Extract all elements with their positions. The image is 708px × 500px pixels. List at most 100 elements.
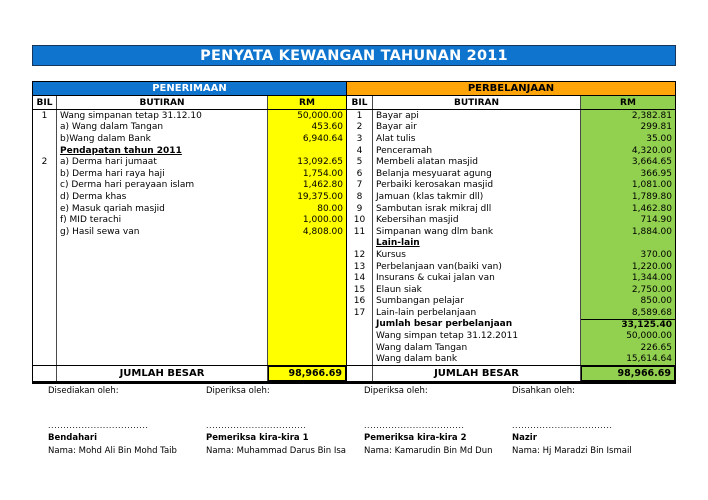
signature-name: Nama: Kamarudin Bin Md Dun bbox=[364, 446, 493, 456]
bil-cell bbox=[347, 318, 373, 331]
signature-label: Diperiksa oleh: bbox=[364, 386, 428, 396]
table-row: 17 Lain-lain perbelanjaan 8,589.68 bbox=[347, 307, 675, 319]
rm-cell bbox=[268, 237, 346, 250]
butiran-cell: d) Derma khas bbox=[57, 191, 268, 203]
table-row: b)Wang dalam Bank 6,940.64 bbox=[33, 133, 346, 145]
rm-cell: 1,884.00 bbox=[581, 225, 675, 238]
table-row: Jumlah besar perbelanjaan 33,125.40 bbox=[347, 318, 675, 331]
table-row: 7 Perbaiki kerosakan masjid 1,081.00 bbox=[347, 179, 675, 192]
butiran-cell: Lain-lain bbox=[373, 237, 581, 250]
perbelanjaan-table-body: 1 Bayar api 2,382.81 2 Bayar air 299.81 3 Alat … bbox=[347, 110, 675, 366]
column-header-bil: BIL bbox=[347, 96, 373, 109]
table-row bbox=[33, 272, 346, 284]
butiran-cell: c) Derma hari perayaan islam bbox=[57, 179, 268, 192]
signature-block: Disediakan oleh:........................… bbox=[48, 386, 200, 457]
table-row bbox=[33, 318, 346, 331]
rm-cell: 1,220.00 bbox=[581, 260, 675, 273]
signature-line: ...................................... bbox=[512, 421, 612, 430]
rm-cell: 3,664.65 bbox=[581, 156, 675, 168]
bil-cell: 7 bbox=[347, 179, 373, 192]
table-row bbox=[33, 341, 346, 354]
bil-cell bbox=[33, 133, 57, 145]
table-row: c) Derma hari perayaan islam 1,462.80 bbox=[33, 179, 346, 192]
bil-cell bbox=[33, 260, 57, 273]
rm-cell bbox=[268, 144, 346, 157]
rm-cell: 366.95 bbox=[581, 167, 675, 180]
signature-label: Diperiksa oleh: bbox=[206, 386, 270, 396]
table-row bbox=[33, 295, 346, 308]
butiran-cell bbox=[57, 318, 268, 331]
column-header-bil: BIL bbox=[33, 96, 57, 109]
rm-cell bbox=[268, 260, 346, 273]
grand-total-label: JUMLAH BESAR bbox=[373, 366, 581, 381]
perbelanjaan-section: PERBELANJAAN BIL BUTIRAN RM 1 Bayar api 2,… bbox=[347, 82, 675, 381]
table-row bbox=[33, 283, 346, 296]
penerimaan-section: PENERIMAAN BIL BUTIRAN RM 1 Wang simpanan… bbox=[33, 82, 347, 381]
bil-cell: 4 bbox=[347, 144, 373, 157]
bil-cell: 2 bbox=[347, 121, 373, 134]
table-row: Lain-lain bbox=[347, 237, 675, 250]
signature-label: Disediakan oleh: bbox=[48, 386, 119, 396]
bil-cell bbox=[33, 366, 57, 381]
table-row: 14 Insurans & cukai jalan van 1,344.00 bbox=[347, 272, 675, 284]
butiran-cell: g) Hasil sewa van bbox=[57, 225, 268, 238]
bil-cell: 1 bbox=[347, 110, 373, 122]
signature-name: Nama: Mohd Ali Bin Mohd Taib bbox=[48, 446, 177, 456]
butiran-cell: Elaun siak bbox=[373, 283, 581, 296]
bil-cell bbox=[347, 341, 373, 354]
rm-cell: 19,375.00 bbox=[268, 191, 346, 203]
rm-cell: 8,589.68 bbox=[581, 307, 675, 319]
butiran-cell bbox=[57, 341, 268, 354]
table-row: 15 Elaun siak 2,750.00 bbox=[347, 283, 675, 296]
rm-cell: 370.00 bbox=[581, 249, 675, 261]
column-header-rm: RM bbox=[268, 96, 346, 109]
rm-cell: 13,092.65 bbox=[268, 156, 346, 168]
rm-cell: 4,808.00 bbox=[268, 225, 346, 238]
butiran-cell bbox=[57, 237, 268, 250]
butiran-cell: b)Wang dalam Bank bbox=[57, 133, 268, 145]
bil-cell: 6 bbox=[347, 167, 373, 180]
bil-cell: 11 bbox=[347, 225, 373, 238]
bil-cell: 2 bbox=[33, 156, 57, 168]
grand-total-label: JUMLAH BESAR bbox=[57, 366, 268, 381]
butiran-cell: f) MID terachi bbox=[57, 214, 268, 226]
signature-name: Nama: Hj Maradzi Bin Ismail bbox=[512, 446, 632, 456]
table-row: d) Derma khas 19,375.00 bbox=[33, 191, 346, 203]
rm-cell: 80.00 bbox=[268, 202, 346, 215]
rm-cell: 2,750.00 bbox=[581, 283, 675, 296]
rm-cell bbox=[268, 341, 346, 354]
table-row: 12 Kursus 370.00 bbox=[347, 249, 675, 261]
signature-role: Pemeriksa kira-kira 2 bbox=[364, 433, 467, 443]
butiran-cell bbox=[57, 307, 268, 319]
bil-cell bbox=[33, 214, 57, 226]
bil-cell: 15 bbox=[347, 283, 373, 296]
bil-cell: 13 bbox=[347, 260, 373, 273]
bil-cell bbox=[33, 272, 57, 284]
rm-cell: 15,614.64 bbox=[581, 353, 675, 366]
rm-cell: 1,754.00 bbox=[268, 167, 346, 180]
table-row: 5 Membeli alatan masjid 3,664.65 bbox=[347, 156, 675, 168]
butiran-cell bbox=[57, 295, 268, 308]
rm-cell bbox=[268, 353, 346, 366]
bil-cell bbox=[33, 283, 57, 296]
penerimaan-grand-total-row: JUMLAH BESAR 98,966.69 bbox=[33, 365, 346, 381]
butiran-cell: Penceramah bbox=[373, 144, 581, 157]
rm-cell: 33,125.40 bbox=[581, 318, 675, 331]
butiran-cell bbox=[57, 260, 268, 273]
rm-cell: 299.81 bbox=[581, 121, 675, 134]
table-row: 4 Penceramah 4,320.00 bbox=[347, 144, 675, 157]
bil-cell bbox=[33, 121, 57, 134]
bil-cell: 8 bbox=[347, 191, 373, 203]
signature-block: Diperiksa oleh:.........................… bbox=[364, 386, 516, 457]
signature-block: Diperiksa oleh:.........................… bbox=[206, 386, 358, 457]
butiran-cell: Lain-lain perbelanjaan bbox=[373, 307, 581, 319]
bil-cell bbox=[33, 179, 57, 192]
table-row bbox=[33, 260, 346, 273]
table-row: 10 Kebersihan masjid 714.90 bbox=[347, 214, 675, 226]
bil-cell bbox=[33, 295, 57, 308]
bil-cell bbox=[33, 330, 57, 342]
signature-role: Pemeriksa kira-kira 1 bbox=[206, 433, 309, 443]
financial-table: PENERIMAAN BIL BUTIRAN RM 1 Wang simpanan… bbox=[32, 81, 676, 384]
butiran-cell: Sumbangan pelajar bbox=[373, 295, 581, 308]
bil-cell bbox=[33, 225, 57, 238]
